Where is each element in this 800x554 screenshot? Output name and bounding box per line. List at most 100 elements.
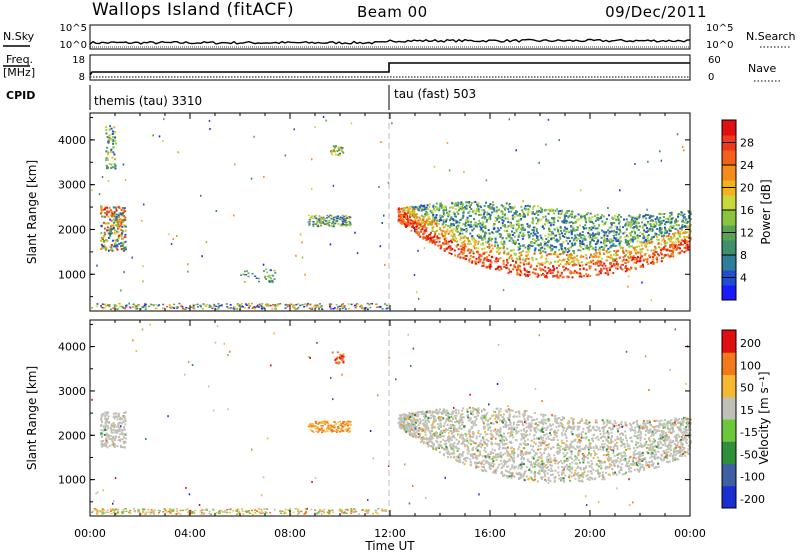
scatter-cell	[101, 176, 104, 178]
scatter-cell	[567, 216, 570, 219]
scatter-cell	[244, 307, 247, 309]
scatter-cell	[420, 228, 423, 231]
scatter-cell	[682, 225, 685, 228]
scatter-cell	[528, 247, 531, 250]
scatter-cell	[526, 212, 529, 215]
scatter-cell	[683, 251, 686, 254]
scatter-cell	[624, 235, 627, 238]
scatter-cell	[263, 276, 266, 279]
scatter-cell	[527, 210, 530, 213]
scatter-cell	[634, 266, 637, 269]
scatter-cell	[614, 245, 617, 247]
scatter-cell	[609, 266, 612, 269]
scatter-cell	[422, 437, 425, 440]
scatter-cell	[107, 222, 110, 225]
scatter-cell	[568, 247, 571, 249]
scatter-cell	[647, 229, 650, 232]
scatter-cell	[643, 223, 646, 226]
scatter-cell	[565, 267, 568, 270]
scatter-cell	[103, 208, 106, 211]
scatter-cell	[587, 274, 590, 277]
scatter-cell	[277, 304, 280, 306]
scatter-cell	[621, 246, 624, 249]
scatter-cell	[122, 241, 125, 244]
scatter-cell	[467, 201, 470, 204]
scatter-cell	[570, 453, 573, 456]
scatter-cell	[619, 230, 622, 233]
scatter-cell	[660, 247, 663, 250]
scatter-cell	[123, 511, 125, 513]
scatter-cell	[524, 246, 527, 249]
scatter-cell	[492, 224, 495, 227]
scatter-cell	[535, 230, 538, 233]
scatter-cell	[313, 426, 316, 428]
scatter-cell	[340, 355, 343, 358]
scatter-cell	[684, 218, 687, 221]
scatter-cell	[519, 274, 522, 277]
scatter-cell	[474, 242, 477, 245]
scatter-cell	[335, 423, 338, 425]
scatter-cell	[636, 460, 639, 463]
scatter-cell	[108, 128, 111, 131]
scatter-cell	[439, 219, 442, 222]
scatter-cell	[562, 249, 565, 252]
scatter-cell	[578, 440, 581, 443]
scatter-cell	[540, 274, 543, 276]
scatter-cell	[322, 221, 325, 223]
scatter-cell	[492, 201, 494, 204]
scatter-cell	[634, 217, 636, 220]
scatter-cell	[494, 237, 497, 240]
scatter-cell	[399, 220, 402, 222]
scatter-cell	[557, 212, 560, 215]
scatter-cell	[414, 230, 416, 233]
scatter-cell	[549, 234, 552, 237]
scatter-cell	[473, 241, 476, 244]
scatter-cell	[516, 431, 519, 434]
scatter-cell	[460, 251, 463, 253]
scatter-cell	[113, 439, 116, 442]
scatter-cell	[441, 215, 444, 218]
scatter-cell	[601, 220, 604, 223]
scatter-cell	[494, 220, 497, 223]
scatter-cell	[298, 512, 301, 514]
scatter-cell	[327, 512, 330, 515]
scatter-cell	[582, 255, 585, 258]
scatter-cell	[624, 238, 627, 241]
scatter-cell	[570, 236, 573, 239]
scatter-cell	[629, 251, 631, 254]
scatter-cell	[411, 428, 414, 431]
scatter-cell	[403, 222, 406, 225]
scatter-cell	[327, 424, 330, 427]
scatter-cell	[645, 440, 648, 443]
scatter-cell	[541, 262, 544, 265]
scatter-cell	[545, 276, 548, 279]
scatter-cell	[107, 236, 110, 239]
scatter-cell	[204, 305, 207, 307]
scatter-cell	[150, 509, 153, 511]
scatter-cell	[422, 225, 425, 227]
scatter-cell	[342, 430, 345, 432]
scatter-cell	[501, 218, 504, 221]
scatter-cell	[689, 223, 692, 226]
scatter-cell	[601, 229, 604, 232]
scatter-cell	[114, 415, 117, 418]
scatter-cell	[426, 425, 429, 427]
scatter-cell	[258, 508, 260, 510]
scatter-cell	[114, 229, 117, 232]
scatter-cell	[103, 307, 106, 309]
scatter-cell	[597, 231, 600, 234]
scatter-cell	[162, 307, 165, 309]
scatter-cell	[588, 265, 591, 268]
scatter-cell	[531, 238, 534, 241]
scatter-cell	[523, 473, 525, 476]
scatter-cell	[659, 437, 662, 440]
scatter-cell	[653, 226, 656, 228]
scatter-cell	[615, 263, 618, 266]
scatter-cell	[686, 226, 689, 229]
scatter-cell	[554, 246, 557, 248]
scatter-cell	[614, 238, 617, 241]
scatter-cell	[590, 228, 593, 231]
scatter-cell	[533, 213, 536, 216]
scatter-cell	[102, 247, 105, 250]
scatter-cell	[663, 458, 665, 461]
